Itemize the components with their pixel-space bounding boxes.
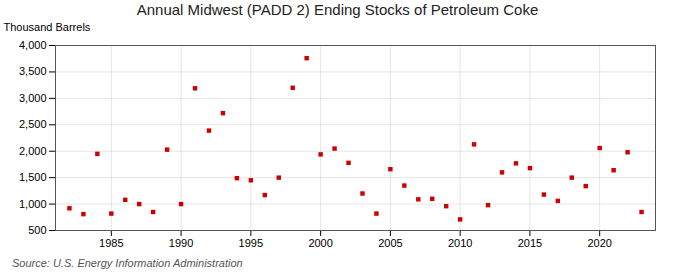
svg-text:2005: 2005 — [378, 237, 402, 249]
svg-text:1,500: 1,500 — [19, 171, 47, 183]
svg-text:2015: 2015 — [518, 237, 542, 249]
svg-text:2,500: 2,500 — [19, 118, 47, 130]
svg-text:500: 500 — [28, 224, 46, 236]
svg-text:1990: 1990 — [169, 237, 193, 249]
svg-text:1995: 1995 — [239, 237, 263, 249]
svg-text:1,000: 1,000 — [19, 198, 47, 210]
svg-text:Thousand Barrels: Thousand Barrels — [4, 21, 91, 33]
svg-text:2010: 2010 — [448, 237, 472, 249]
svg-text:2000: 2000 — [308, 237, 332, 249]
html-text:Source: U.S. Energy Informatio: Source: U.S. Energy Information Administ… — [12, 257, 243, 269]
svg-text:3,000: 3,000 — [19, 92, 47, 104]
svg-text:4,000: 4,000 — [19, 39, 47, 51]
svg-text:3,500: 3,500 — [19, 65, 47, 77]
svg-text:1985: 1985 — [99, 237, 123, 249]
html-text:Annual Midwest (PADD 2) Ending: Annual Midwest (PADD 2) Ending Stocks of… — [136, 1, 539, 18]
svg-text:2020: 2020 — [587, 237, 611, 249]
svg-text:2,000: 2,000 — [19, 145, 47, 157]
